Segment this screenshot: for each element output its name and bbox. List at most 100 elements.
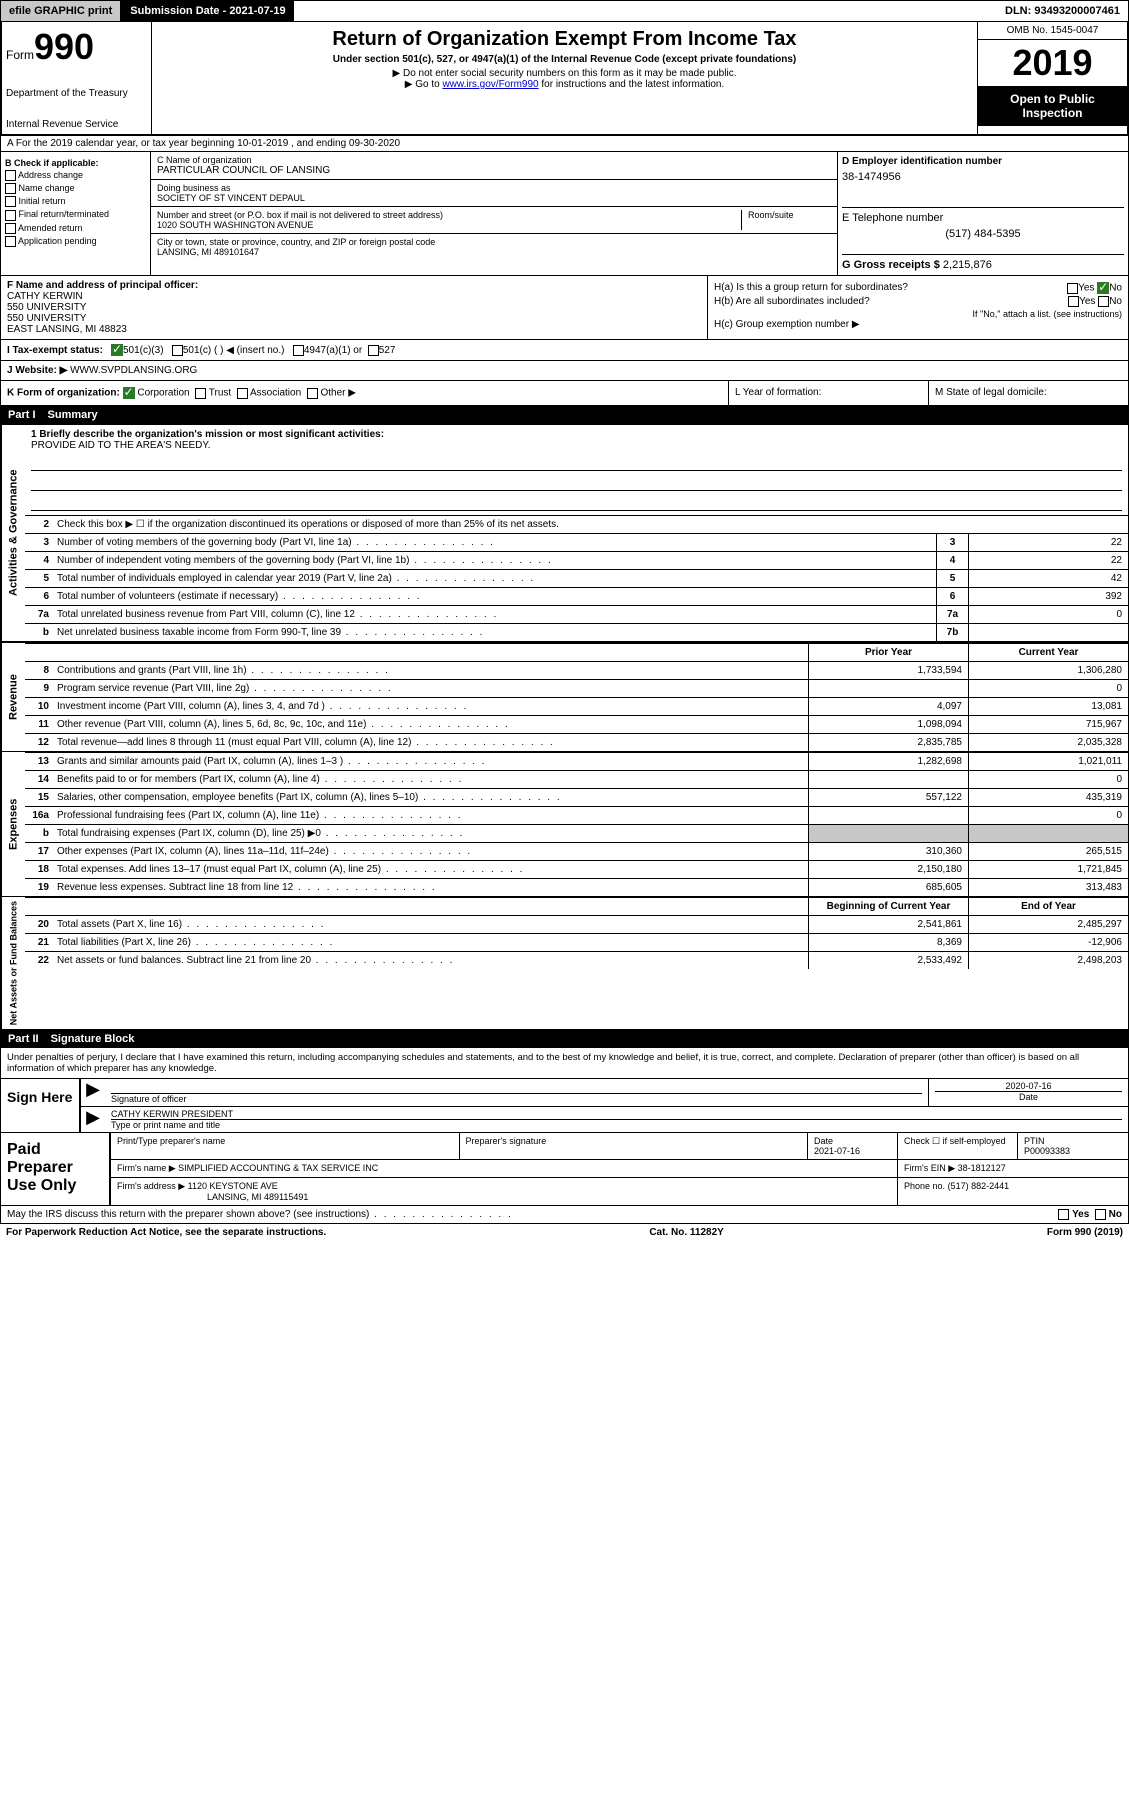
dba-name: SOCIETY OF ST VINCENT DEPAUL <box>157 193 831 203</box>
check-initial: Initial return <box>5 196 146 207</box>
gov-line: 5Total number of individuals employed in… <box>25 569 1128 587</box>
check-final: Final return/terminated <box>5 209 146 220</box>
i-label: I Tax-exempt status: <box>7 345 103 356</box>
check-other[interactable] <box>307 388 318 399</box>
ha-no[interactable] <box>1097 282 1109 294</box>
hb-note: If "No," attach a list. (see instruction… <box>714 309 1122 319</box>
check-pending: Application pending <box>5 236 146 247</box>
open-public: Open to Public Inspection <box>978 86 1127 126</box>
ptin: P00093383 <box>1024 1146 1070 1156</box>
tab-revenue: Revenue <box>1 643 25 751</box>
discuss-yes[interactable] <box>1058 1209 1069 1220</box>
data-line: 16aProfessional fundraising fees (Part I… <box>25 806 1128 824</box>
c-name-label: C Name of organization <box>157 155 831 165</box>
addr-label: Number and street (or P.O. box if mail i… <box>157 210 741 220</box>
data-line: 12Total revenue—add lines 8 through 11 (… <box>25 733 1128 751</box>
org-name: PARTICULAR COUNCIL OF LANSING <box>157 165 831 176</box>
form990-link[interactable]: www.irs.gov/Form990 <box>442 79 538 90</box>
efile-label[interactable]: efile GRAPHIC print <box>1 1 122 21</box>
prep-name-label: Print/Type preparer's name <box>111 1133 460 1159</box>
room-label: Room/suite <box>741 210 831 230</box>
tel-value: (517) 484-5395 <box>842 228 1124 240</box>
gross-label: G Gross receipts $ <box>842 259 940 271</box>
hc-label: H(c) Group exemption number ▶ <box>714 319 1122 330</box>
tab-netassets: Net Assets or Fund Balances <box>1 897 25 1029</box>
data-line: 13Grants and similar amounts paid (Part … <box>25 752 1128 770</box>
discuss-no[interactable] <box>1095 1209 1106 1220</box>
data-line: 19Revenue less expenses. Subtract line 1… <box>25 878 1128 896</box>
data-line: 20Total assets (Part X, line 16)2,541,86… <box>25 915 1128 933</box>
firm-name: SIMPLIFIED ACCOUNTING & TAX SERVICE INC <box>178 1163 378 1173</box>
row-i: I Tax-exempt status: 501(c)(3) 501(c) ( … <box>0 340 1129 361</box>
end-year-header: End of Year <box>968 898 1128 915</box>
prep-sig-label: Preparer's signature <box>460 1133 809 1159</box>
col-b: B Check if applicable: Address change Na… <box>1 152 151 275</box>
data-line: 8Contributions and grants (Part VIII, li… <box>25 661 1128 679</box>
check-name: Name change <box>5 183 146 194</box>
tax-year: 2019 <box>978 40 1127 86</box>
data-line: bTotal fundraising expenses (Part IX, co… <box>25 824 1128 842</box>
firm-ein: 38-1812127 <box>958 1163 1006 1173</box>
hb-yes[interactable] <box>1068 296 1079 307</box>
check-501c3[interactable] <box>111 344 123 356</box>
j-label: J Website: ▶ <box>7 365 67 376</box>
gov-line: 3Number of voting members of the governi… <box>25 533 1128 551</box>
block-bcd: B Check if applicable: Address change Na… <box>0 152 1129 276</box>
data-line: 9Program service revenue (Part VIII, lin… <box>25 679 1128 697</box>
col-f: F Name and address of principal officer:… <box>1 276 708 339</box>
sig-arrow-icon: ▶ <box>81 1079 105 1106</box>
check-corp[interactable] <box>123 387 135 399</box>
form-ref: Form 990 (2019) <box>1047 1227 1123 1238</box>
col-b-title: B Check if applicable: <box>5 158 146 168</box>
check-4947[interactable] <box>293 345 304 356</box>
officer-addr1: 550 UNIVERSITY <box>7 302 701 313</box>
main-title: Return of Organization Exempt From Incom… <box>158 28 971 51</box>
part1-title: Summary <box>48 409 98 421</box>
ha-yes[interactable] <box>1067 283 1078 294</box>
sub-line-3: ▶ Go to www.irs.gov/Form990 for instruct… <box>158 79 971 90</box>
data-line: 21Total liabilities (Part X, line 26)8,3… <box>25 933 1128 951</box>
block-fh: F Name and address of principal officer:… <box>0 276 1129 340</box>
ein-label: D Employer identification number <box>842 156 1124 167</box>
col-h: H(a) Is this a group return for subordin… <box>708 276 1128 339</box>
sig-date-value: 2020-07-16 <box>935 1081 1122 1091</box>
check-trust[interactable] <box>195 388 206 399</box>
officer-city: EAST LANSING, MI 48823 <box>7 324 701 335</box>
website-value: WWW.SVPDLANSING.ORG <box>70 365 197 376</box>
dba-label: Doing business as <box>157 183 831 193</box>
ein-value: 38-1474956 <box>842 171 1124 183</box>
sig-arrow2-icon: ▶ <box>81 1107 105 1132</box>
header-mid: Return of Organization Exempt From Incom… <box>152 22 977 134</box>
line1: 1 Briefly describe the organization's mi… <box>25 425 1128 515</box>
part1-num: Part I <box>8 409 36 421</box>
tab-governance: Activities & Governance <box>1 425 25 641</box>
m-state: M State of legal domicile: <box>928 381 1128 405</box>
hb-no[interactable] <box>1098 296 1109 307</box>
beg-year-header: Beginning of Current Year <box>808 898 968 915</box>
gov-line: 4Number of independent voting members of… <box>25 551 1128 569</box>
sign-here-label: Sign Here <box>1 1079 81 1132</box>
check-527[interactable] <box>368 345 379 356</box>
part1-body: Activities & Governance 1 Briefly descri… <box>0 424 1129 1030</box>
gross-value: 2,215,876 <box>943 259 992 271</box>
cat-no: Cat. No. 11282Y <box>649 1227 723 1238</box>
street-addr: 1020 SOUTH WASHINGTON AVENUE <box>157 220 741 230</box>
gov-line: bNet unrelated business taxable income f… <box>25 623 1128 641</box>
officer-title-label: Type or print name and title <box>111 1119 1122 1130</box>
city-state-zip: LANSING, MI 489101647 <box>157 247 831 257</box>
k-label: K Form of organization: <box>7 388 120 399</box>
sub-line-2: ▶ Do not enter social security numbers o… <box>158 68 971 79</box>
data-line: 22Net assets or fund balances. Subtract … <box>25 951 1128 969</box>
check-assoc[interactable] <box>237 388 248 399</box>
mission-text: PROVIDE AID TO THE AREA'S NEEDY. <box>31 440 1122 451</box>
check-501c[interactable] <box>172 345 183 356</box>
form-header: Form 990 Department of the Treasury Inte… <box>0 22 1129 136</box>
sub3-pre: ▶ Go to <box>405 79 443 90</box>
data-line: 11Other revenue (Part VIII, column (A), … <box>25 715 1128 733</box>
sign-here-block: Sign Here ▶ Signature of officer 2020-07… <box>0 1079 1129 1133</box>
check-self-employed[interactable]: Check ☐ if self-employed <box>898 1133 1018 1159</box>
part2-header: Part II Signature Block <box>0 1030 1129 1048</box>
form-label: Form <box>6 48 34 62</box>
sig-date-label: Date <box>935 1091 1122 1102</box>
submission-label: Submission Date - 2021-07-19 <box>122 1 293 21</box>
